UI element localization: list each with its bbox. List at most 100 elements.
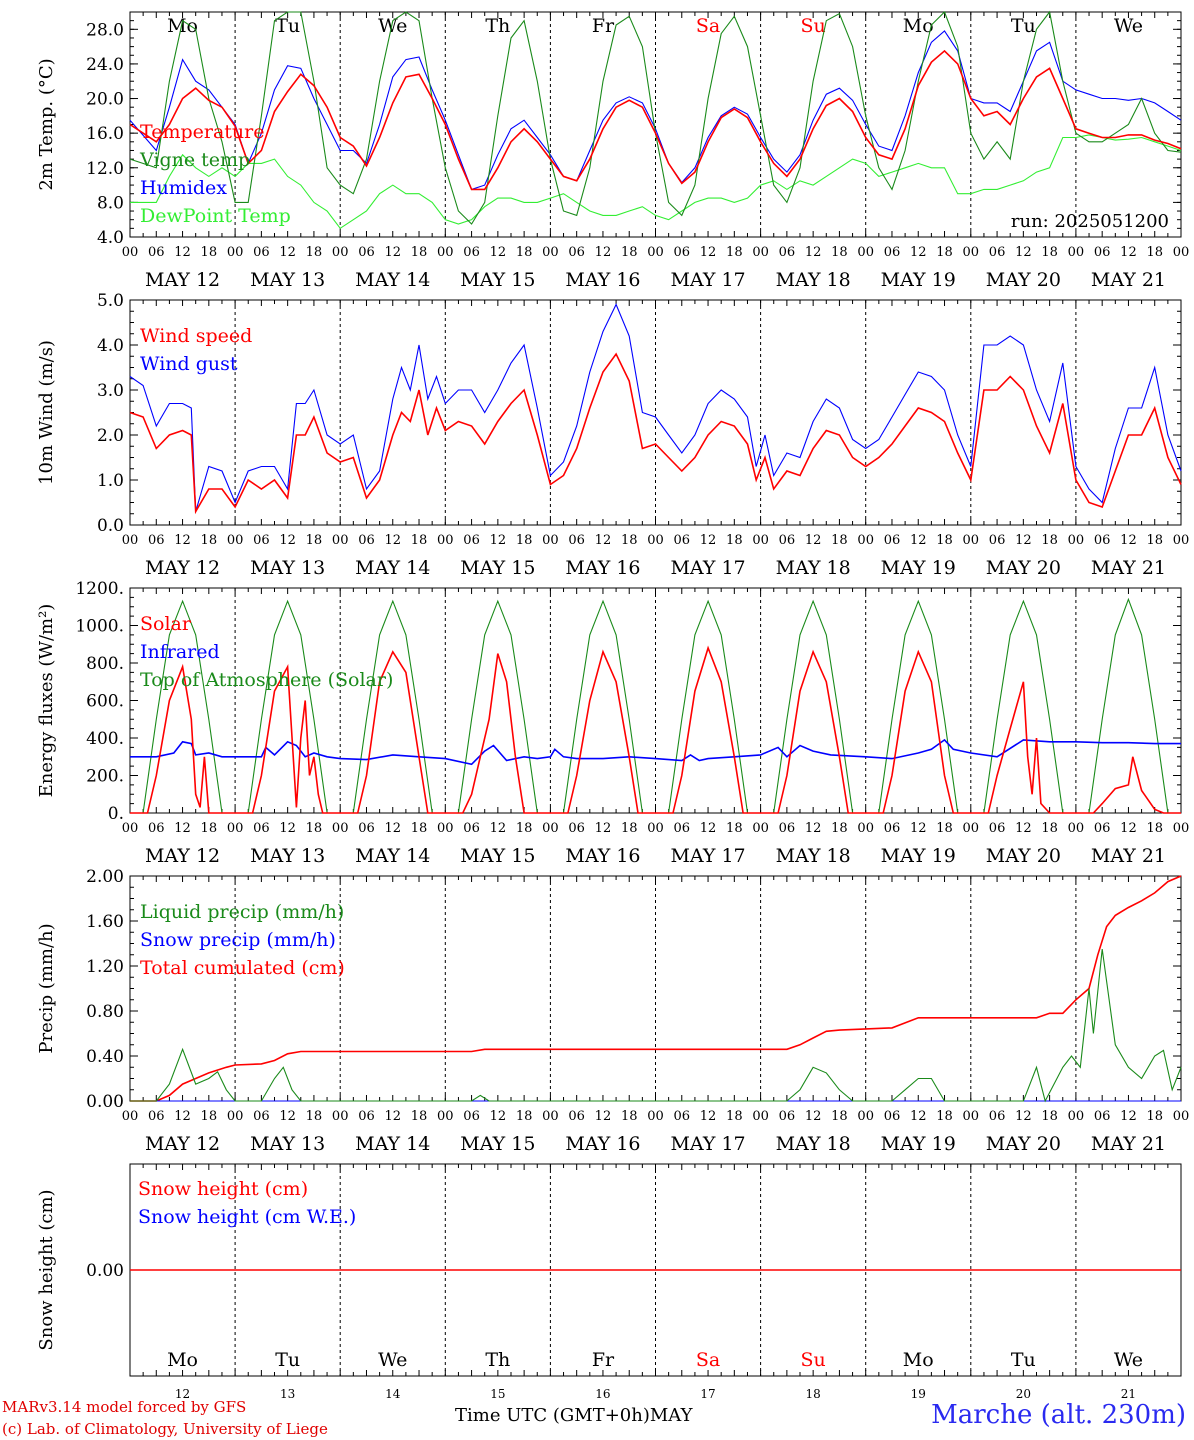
hour-tick-label: 18: [936, 1109, 953, 1124]
hour-tick-label: 12: [1120, 533, 1137, 548]
legend-entry: Vigne temp: [139, 149, 250, 171]
hour-tick-label: 18: [936, 245, 953, 260]
hour-tick-label: 00: [1173, 533, 1190, 548]
hour-tick-label: 12: [279, 1109, 296, 1124]
hour-tick-label: 12: [279, 821, 296, 836]
hour-tick-label: 06: [674, 1109, 691, 1124]
hour-tick-label: 06: [674, 821, 691, 836]
hour-tick-label: 00: [437, 245, 454, 260]
date-label: MAY 13: [250, 845, 325, 867]
panel-frame: [129, 587, 1182, 814]
hour-tick-label: 00: [542, 533, 559, 548]
hour-tick-label: 06: [884, 1109, 901, 1124]
series-line: [130, 645, 1181, 814]
date-label: MAY 13: [250, 557, 325, 579]
hour-tick-label: 18: [831, 1109, 848, 1124]
date-label: MAY 12: [145, 557, 220, 579]
hour-tick-label: 00: [857, 533, 874, 548]
y-tick-label: 1200.: [75, 579, 124, 599]
run-annotation: run: 2025051200: [1011, 211, 1169, 232]
hour-tick-label: 12: [595, 245, 612, 260]
hour-tick-label: 00: [1173, 1109, 1190, 1124]
hour-tick-label: 00: [752, 821, 769, 836]
hour-tick-label: 06: [779, 533, 796, 548]
x-axis-title: Time UTC (GMT+0h)MAY: [455, 1405, 692, 1426]
hour-tick-label: 06: [779, 1109, 796, 1124]
hour-tick-label: 06: [463, 821, 480, 836]
series-line: [129, 49, 1182, 191]
date-label: MAY 13: [250, 1133, 325, 1155]
hour-tick-label: 00: [437, 821, 454, 836]
date-label: MAY 15: [460, 845, 535, 867]
date-label: MAY 16: [565, 269, 640, 291]
y-tick-label: 0.0: [97, 516, 124, 536]
hour-tick-label: 18: [306, 533, 323, 548]
hour-tick-label: 00: [332, 821, 349, 836]
legend-entry: Total cumulated (cm): [140, 957, 345, 979]
legend-entry: Snow height (cm): [138, 1178, 308, 1200]
date-label: MAY 15: [460, 557, 535, 579]
day-number-label: 16: [595, 1387, 610, 1401]
date-label: MAY 14: [355, 269, 430, 291]
hour-tick-label: 12: [174, 533, 191, 548]
day-number-label: 12: [175, 1387, 190, 1401]
hour-tick-label: 18: [411, 245, 428, 260]
hour-tick-label: 18: [621, 533, 638, 548]
date-label: MAY 15: [460, 269, 535, 291]
day-abbr-label: Fr: [592, 15, 615, 37]
hour-tick-label: 12: [174, 1109, 191, 1124]
hour-tick-label: 12: [910, 533, 927, 548]
hour-tick-label: 12: [700, 821, 717, 836]
date-label: MAY 18: [776, 845, 851, 867]
hour-tick-label: 12: [1015, 533, 1032, 548]
hour-tick-label: 12: [805, 533, 822, 548]
hour-tick-label: 12: [1120, 821, 1137, 836]
hour-tick-label: 18: [411, 821, 428, 836]
hour-tick-label: 12: [595, 533, 612, 548]
hour-tick-label: 06: [463, 245, 480, 260]
hour-tick-label: 06: [674, 245, 691, 260]
hour-tick-label: 06: [253, 245, 270, 260]
hour-tick-label: 06: [148, 245, 165, 260]
hour-tick-label: 18: [1041, 533, 1058, 548]
hour-tick-label: 00: [857, 245, 874, 260]
hour-tick-label: 06: [568, 821, 585, 836]
legend-entry: Snow precip (mm/h): [140, 929, 336, 951]
y-tick-label: 5.0: [97, 291, 124, 311]
hour-tick-label: 00: [542, 821, 559, 836]
hour-tick-label: 12: [1015, 821, 1032, 836]
hour-tick-label: 18: [516, 533, 533, 548]
legend-entry: Humidex: [140, 177, 227, 199]
day-abbr-label: Mo: [167, 15, 198, 37]
hour-tick-label: 18: [516, 245, 533, 260]
hour-tick-label: 18: [516, 1109, 533, 1124]
hour-tick-label: 12: [910, 245, 927, 260]
hour-tick-label: 18: [621, 245, 638, 260]
y-axis-label: Precip (mm/h): [36, 923, 57, 1053]
hour-tick-label: 06: [568, 245, 585, 260]
day-abbr-label: Tu: [1011, 15, 1036, 37]
date-label: MAY 16: [565, 845, 640, 867]
series-line: [129, 352, 1182, 515]
hour-tick-label: 12: [384, 533, 401, 548]
hour-tick-label: 12: [490, 1109, 507, 1124]
legend-entry: Liquid precip (mm/h): [140, 901, 344, 923]
hour-tick-label: 18: [936, 821, 953, 836]
y-tick-label: 4.0: [97, 336, 124, 356]
hour-tick-label: 00: [122, 1109, 139, 1124]
date-label: MAY 16: [565, 557, 640, 579]
day-number-label: 20: [1016, 1387, 1031, 1401]
hour-tick-label: 06: [568, 533, 585, 548]
hour-tick-label: 18: [831, 245, 848, 260]
day-number-label: 19: [911, 1387, 926, 1401]
day-abbr-label: Tu: [275, 1349, 300, 1371]
credit-lab: (c) Lab. of Climatology, University of L…: [2, 1420, 328, 1438]
date-label: MAY 21: [1091, 845, 1166, 867]
y-tick-label: 24.0: [86, 55, 124, 75]
legend-entry: Snow height (cm W.E.): [138, 1206, 356, 1228]
hour-tick-label: 06: [253, 1109, 270, 1124]
hour-tick-label: 18: [726, 821, 743, 836]
hour-tick-label: 18: [1146, 245, 1163, 260]
hour-tick-label: 06: [1094, 533, 1111, 548]
date-label: MAY 19: [881, 269, 956, 291]
